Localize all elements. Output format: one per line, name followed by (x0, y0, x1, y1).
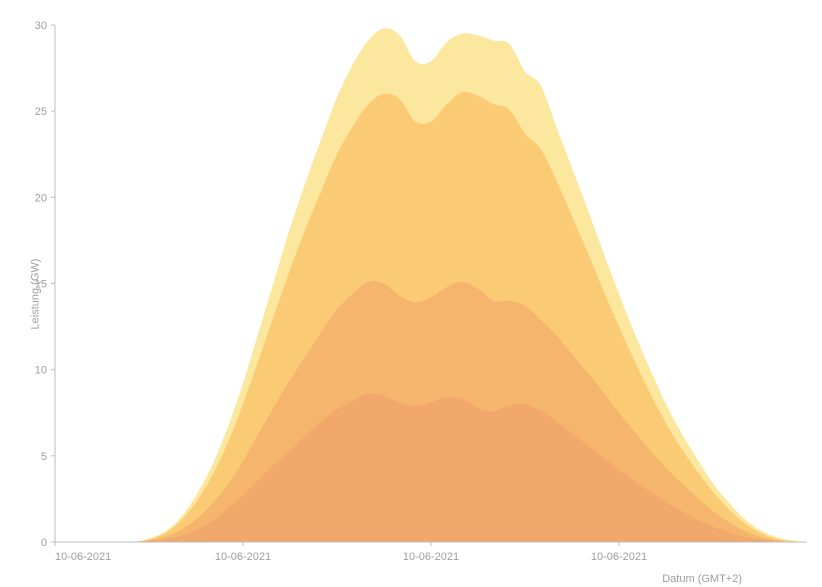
svg-text:10: 10 (35, 365, 47, 377)
svg-text:5: 5 (41, 451, 47, 463)
svg-text:10-06-2021: 10-06-2021 (215, 551, 271, 563)
svg-text:10-06-2021: 10-06-2021 (591, 551, 647, 563)
svg-text:25: 25 (35, 106, 47, 118)
svg-text:10-06-2021: 10-06-2021 (55, 551, 111, 563)
svg-text:30: 30 (35, 20, 47, 32)
svg-text:0: 0 (41, 537, 47, 549)
chart-svg: 0 5 10 15 20 25 30 10-06-2021 10-06-2021 10-06-20… (0, 0, 822, 587)
svg-text:20: 20 (35, 192, 47, 204)
svg-text:10-06-2021: 10-06-2021 (403, 551, 459, 563)
area-chart: Leistung (GW) Datum (GMT+2) 051015202530… (0, 0, 822, 587)
svg-text:15: 15 (35, 279, 47, 291)
